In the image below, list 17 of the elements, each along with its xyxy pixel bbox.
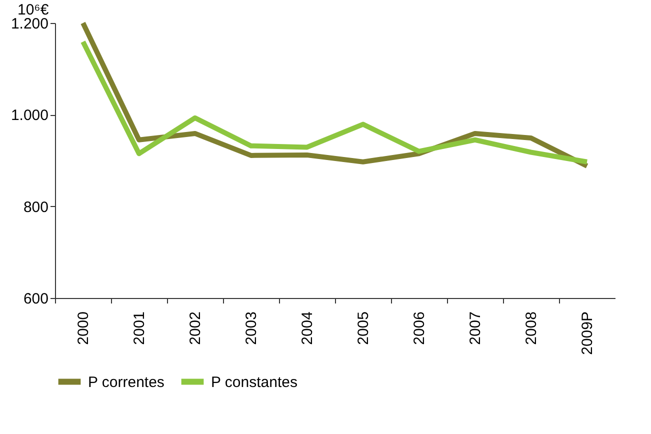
y-tick-label: 1.000 [10, 107, 48, 124]
y-tick-label: 1.200 [10, 16, 48, 32]
legend-label: P correntes [88, 374, 164, 391]
x-tick-label: 2008 [523, 312, 540, 345]
x-tick-label: 2009P [579, 312, 596, 355]
x-tick-label: 2006 [411, 312, 428, 345]
legend-label: P constantes [211, 374, 298, 391]
x-tick-label: 2000 [75, 312, 92, 345]
y-tick-label: 800 [23, 198, 48, 216]
x-tick-label: 2003 [243, 312, 260, 345]
x-tick-label: 2004 [299, 312, 316, 345]
y-axis-title: 10⁶€ [18, 2, 50, 18]
x-tick-label: 2007 [467, 312, 484, 345]
y-tick-label: 600 [23, 290, 48, 308]
x-tick-label: 2002 [187, 312, 204, 345]
x-tick-label: 2001 [131, 312, 148, 345]
x-tick-label: 2005 [355, 312, 372, 345]
